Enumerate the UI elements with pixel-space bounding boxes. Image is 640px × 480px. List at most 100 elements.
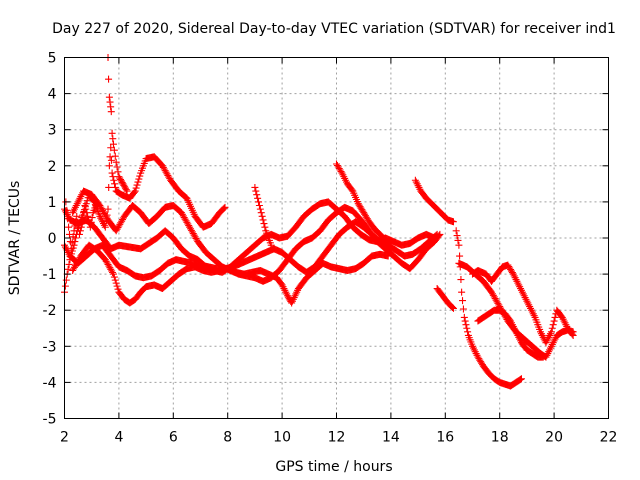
y-tick-label: 0	[48, 231, 57, 247]
data-point	[255, 198, 263, 206]
data-point	[71, 222, 79, 230]
data-point	[62, 276, 70, 284]
y-tick-label: 2	[48, 159, 57, 175]
data-point	[113, 163, 121, 171]
data-point	[114, 285, 122, 293]
series-track-11	[452, 227, 525, 390]
data-point	[108, 129, 116, 137]
data-point	[64, 215, 72, 223]
data-point	[119, 180, 127, 188]
data-point	[432, 231, 440, 239]
data-point	[112, 279, 120, 287]
x-tick-labels: 2 4 6 8 10 12 14 16 18 20 22	[60, 430, 617, 446]
data-point	[136, 172, 144, 180]
data-point	[255, 202, 263, 210]
series-track-7	[251, 183, 275, 249]
data-point	[550, 317, 558, 325]
data-point	[284, 292, 292, 300]
data-point	[449, 303, 457, 311]
data-point	[452, 227, 460, 235]
x-tick-label: 4	[114, 430, 123, 446]
y-tick-label: -2	[43, 303, 57, 319]
x-tick-label: 12	[328, 430, 346, 446]
data-point	[462, 321, 470, 329]
data-point	[83, 197, 91, 205]
data-point	[386, 239, 394, 247]
x-tick-label: 16	[436, 430, 454, 446]
data-point	[115, 173, 123, 181]
data-point	[109, 140, 117, 148]
data-point	[109, 135, 117, 143]
data-point	[65, 223, 73, 231]
data-point	[84, 212, 92, 220]
data-point	[132, 184, 140, 192]
data-point	[433, 230, 441, 238]
chart-title: Day 227 of 2020, Sidereal Day-to-day VTE…	[52, 21, 616, 37]
data-point	[118, 178, 126, 186]
data-point	[387, 239, 395, 247]
series-track-8	[333, 160, 395, 247]
data-point	[107, 144, 115, 152]
y-tick-label: -3	[43, 339, 57, 355]
data-point	[454, 236, 462, 244]
data-point	[65, 230, 73, 238]
y-tick-label: -1	[43, 267, 57, 283]
data-point	[111, 180, 119, 188]
data-point	[79, 214, 87, 222]
data-point	[549, 321, 557, 329]
data-point	[517, 375, 525, 383]
data-point	[120, 181, 128, 189]
data-point	[455, 241, 463, 249]
data-points	[61, 54, 577, 390]
data-point	[74, 218, 82, 226]
data-point	[61, 282, 69, 290]
data-point	[116, 174, 124, 182]
data-point	[463, 324, 471, 332]
data-point	[65, 260, 73, 268]
data-point	[107, 156, 115, 164]
data-point	[261, 223, 269, 231]
y-tick-label: 4	[48, 87, 57, 103]
y-tick-label: 1	[48, 195, 57, 211]
data-point	[456, 252, 464, 260]
data-point	[78, 220, 86, 228]
x-tick-label: 6	[169, 430, 178, 446]
data-point	[568, 330, 576, 338]
data-point	[113, 282, 121, 290]
data-point	[458, 288, 466, 296]
series-track-1	[61, 144, 229, 296]
data-point	[109, 268, 117, 276]
data-point	[135, 175, 143, 183]
x-tick-label: 20	[545, 430, 563, 446]
x-tick-label: 18	[491, 430, 509, 446]
data-point	[123, 187, 131, 195]
data-point	[82, 205, 90, 213]
data-point	[460, 313, 468, 321]
data-point	[130, 188, 138, 196]
series-track-2	[104, 54, 131, 195]
data-point	[134, 178, 142, 186]
data-point	[131, 187, 139, 195]
data-point	[110, 176, 118, 184]
data-point	[77, 223, 85, 231]
data-point	[92, 202, 100, 210]
data-point	[539, 353, 547, 361]
x-tick-label: 2	[60, 430, 69, 446]
data-point	[76, 227, 84, 235]
data-point	[551, 313, 559, 321]
data-point	[256, 205, 264, 213]
data-point	[251, 183, 259, 191]
data-point	[107, 108, 115, 116]
data-point	[114, 168, 122, 176]
data-point	[449, 304, 457, 312]
series-track-14	[474, 306, 547, 361]
data-point	[105, 93, 113, 101]
data-point	[86, 223, 94, 231]
data-point	[221, 203, 229, 211]
data-point	[81, 202, 89, 210]
data-point	[109, 173, 117, 181]
data-point	[117, 177, 125, 185]
data-point	[384, 252, 392, 260]
data-point	[68, 239, 76, 247]
y-axis-title: SDTVAR / TECUs	[7, 181, 23, 296]
